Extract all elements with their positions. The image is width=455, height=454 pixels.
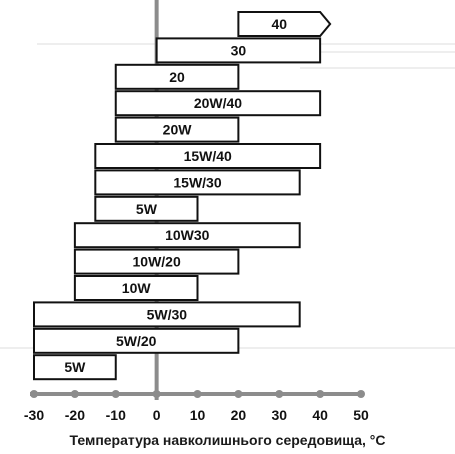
- x-tick-dot: [152, 390, 161, 398]
- bar-rect: [33, 354, 117, 381]
- bar-30: 30: [155, 37, 322, 64]
- x-tick-label: -10: [106, 407, 126, 423]
- x-axis-label: Температура навколишнього середовища, °C: [69, 432, 386, 448]
- bar-15w-30: 15W/30: [94, 169, 301, 196]
- bar-rect: [94, 169, 301, 196]
- x-tick-label: 40: [312, 407, 328, 423]
- bar-label: 40: [271, 16, 287, 32]
- bar-rect: [33, 301, 301, 328]
- bar-rect: [94, 195, 199, 222]
- bar-20: 20: [114, 63, 240, 90]
- bar-5w: 5W: [94, 195, 199, 222]
- x-tick-label: 20: [231, 407, 247, 423]
- bar-label: 15W/40: [184, 148, 232, 164]
- x-tick-label: -30: [24, 407, 44, 423]
- bar-5w-30: 5W/30: [33, 301, 301, 328]
- bar-label: 10W: [122, 280, 152, 296]
- x-tick-label: 30: [271, 407, 287, 423]
- bar-label: 10W/20: [133, 254, 181, 270]
- bar-rect: [237, 11, 332, 37]
- bar-label: 10W30: [165, 227, 210, 243]
- x-axis: -30 -20 -10 0 10 20 30 40 50: [24, 390, 369, 423]
- x-tick-dot: [275, 390, 284, 398]
- bar-rect: [73, 222, 301, 249]
- bar-10w30: 10W30: [73, 222, 301, 249]
- bar-5w: 5W: [33, 354, 117, 381]
- x-tick-dot: [234, 390, 243, 398]
- oil-temperature-chart: 40302020W/4020W15W/4015W/305W10W3010W/20…: [0, 0, 455, 423]
- bar-rect: [94, 143, 322, 169]
- bar-label: 5W/20: [116, 333, 157, 349]
- bar-rect: [33, 327, 240, 354]
- bar-label: 5W: [64, 359, 86, 375]
- bar-label: 5W: [136, 201, 158, 217]
- bar-10w: 10W: [73, 275, 199, 301]
- bar-rect: [73, 248, 240, 275]
- bar-40: 40: [237, 11, 332, 37]
- bar-rect: [114, 116, 240, 143]
- x-tick-dot: [30, 390, 38, 398]
- bar-rect: [155, 37, 322, 64]
- x-tick-label: 0: [153, 407, 161, 423]
- bar-label: 30: [231, 42, 247, 58]
- bar-15w-40: 15W/40: [94, 143, 322, 169]
- bar-label: 20W: [163, 122, 193, 138]
- bar-rect: [73, 275, 199, 301]
- x-tick-dot: [111, 390, 120, 398]
- x-tick-label: 10: [190, 407, 206, 423]
- x-tick-label: 50: [353, 407, 369, 423]
- x-tick-dot: [357, 390, 365, 398]
- bar-20w-40: 20W/40: [114, 90, 322, 117]
- x-tick-dot: [316, 390, 325, 398]
- bar-label: 20: [169, 69, 185, 85]
- bar-rect: [114, 90, 322, 117]
- bar-label: 20W/40: [194, 95, 242, 111]
- bar-10w-20: 10W/20: [73, 248, 240, 275]
- bar-rect: [114, 63, 240, 90]
- bar-label: 5W/30: [147, 306, 188, 322]
- bar-20w: 20W: [114, 116, 240, 143]
- bar-5w-20: 5W/20: [33, 327, 240, 354]
- x-tick-dot: [193, 390, 202, 398]
- bar-label: 15W/30: [173, 174, 221, 190]
- x-tick-dot: [70, 390, 79, 398]
- x-tick-label: -20: [65, 407, 85, 423]
